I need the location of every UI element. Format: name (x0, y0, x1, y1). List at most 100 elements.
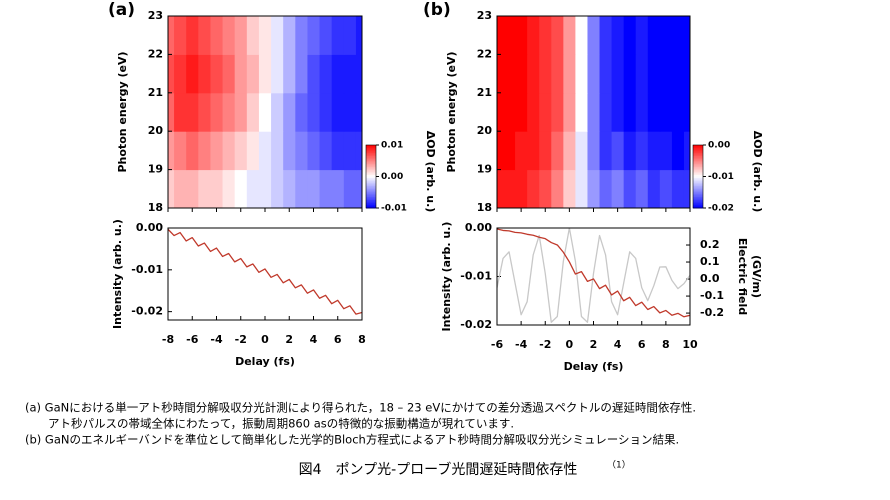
colorbar-step (693, 162, 703, 165)
heatmap-cell (515, 169, 528, 208)
heatmap-cell (635, 54, 649, 94)
x-tick-label: -4 (210, 333, 223, 346)
y-tick-label: 21 (148, 86, 163, 99)
y-tick-label: 21 (477, 86, 492, 99)
heatmap-cell (623, 169, 637, 208)
colorbar-step (366, 192, 376, 195)
colorbar-step (693, 201, 703, 204)
colorbar-step (366, 178, 376, 181)
heatmap-cell (355, 92, 362, 132)
heatmap-cell (271, 54, 284, 94)
heatmap-cell (246, 54, 260, 94)
y-tick-label: 23 (148, 9, 163, 22)
heatmap-cell (198, 16, 211, 55)
heatmap-cell (198, 92, 211, 132)
lines (497, 228, 690, 323)
heatmap-cell (331, 131, 345, 171)
heatmap-cell (599, 16, 613, 55)
heatmap (168, 16, 362, 208)
heatmap-cell (635, 169, 649, 208)
x-tick-label: 0 (566, 338, 574, 351)
y-tick-label: 22 (148, 47, 163, 60)
colorbar-step (693, 178, 703, 181)
heatmap-cell (295, 92, 308, 132)
heatmap-cell (635, 16, 649, 55)
heatmap-cell (186, 16, 199, 55)
y-tick-label: 0.2 (700, 238, 720, 251)
y-tick-label: 18 (477, 201, 492, 214)
heatmap-cell (527, 131, 540, 171)
colorbar-step (366, 145, 376, 148)
heatmap-cell (671, 16, 685, 55)
colorbar-step (693, 189, 703, 192)
heatmap-cell (575, 92, 588, 132)
colorbar-step (366, 148, 376, 151)
heatmap-cell (551, 131, 564, 171)
heatmap-cell (258, 92, 272, 132)
heatmap-cell (271, 16, 284, 55)
heatmap-cell (307, 54, 321, 94)
heatmap-cell (575, 16, 588, 55)
heatmap-cell (295, 131, 308, 171)
heatmap-cell (319, 169, 333, 208)
heatmap-cell (246, 16, 260, 55)
heatmap-cell (174, 169, 187, 208)
colorbar-step (366, 204, 376, 207)
heatmap-cell (168, 54, 175, 94)
colorbar-step (693, 204, 703, 207)
heatmap-cell (659, 169, 673, 208)
heatmap-cell (210, 54, 224, 94)
heatmap-cell (659, 54, 673, 94)
lines (168, 228, 362, 315)
heatmap-cell (331, 92, 345, 132)
colorbar-step (693, 173, 703, 176)
heatmap-cell (599, 169, 613, 208)
heatmap-cell (222, 54, 236, 94)
heatmap-cell (539, 131, 552, 171)
heatmap-cell (174, 131, 187, 171)
heatmap-cell (186, 92, 199, 132)
x-axis-label: Delay (fs) (564, 360, 624, 373)
heatmap-cell (503, 16, 516, 55)
heatmap-cell (234, 54, 248, 94)
caption-line: (a) GaNにおける単一アト秒時間分解吸収分光計測により得られた，18 – 2… (25, 401, 696, 415)
heatmap-cell (515, 16, 528, 55)
colorbar-step (693, 181, 703, 184)
colorbar-step (366, 201, 376, 204)
heatmap-cell (671, 54, 685, 94)
heatmap-cell (635, 92, 649, 132)
heatmap-cell (539, 16, 552, 55)
heatmap-cell (331, 169, 345, 208)
colorbar-tick-label: 0.00 (381, 172, 403, 182)
heatmap-cell (599, 92, 613, 132)
heatmap-cell (497, 16, 504, 55)
colorbar-step (693, 171, 703, 174)
heatmap-cell (659, 92, 673, 132)
heatmap-cell (497, 169, 504, 208)
colorbar-step (366, 193, 376, 196)
y-tick-label: 0.0 (700, 272, 720, 285)
heatmap-cell (527, 16, 540, 55)
heatmap-cell (174, 54, 187, 94)
heatmap-cell (307, 16, 321, 55)
heatmap-cell (258, 16, 272, 55)
heatmap-cell (355, 54, 362, 94)
colorbar-step (366, 160, 376, 163)
y-tick-label: 18 (148, 201, 163, 214)
heatmap-cell (343, 16, 357, 55)
heatmap-cell (283, 169, 296, 208)
citation: （1） (607, 460, 631, 471)
y-tick-label: 19 (477, 163, 492, 176)
heatmap-cell (331, 54, 345, 94)
x-axis-label: Delay (fs) (235, 355, 295, 368)
colorbar-step (693, 206, 703, 209)
heatmap-cell (168, 169, 175, 208)
figure-title: 図4 ポンプ光-プローブ光間遅延時間依存性 (299, 461, 578, 478)
heatmap-cell (527, 169, 540, 208)
colorbar-label: ΔOD (arb. u.) (424, 131, 437, 213)
heatmap-cell (539, 54, 552, 94)
heatmap-cell (168, 131, 175, 171)
heatmap-cell (515, 54, 528, 94)
colorbar-step (693, 165, 703, 168)
